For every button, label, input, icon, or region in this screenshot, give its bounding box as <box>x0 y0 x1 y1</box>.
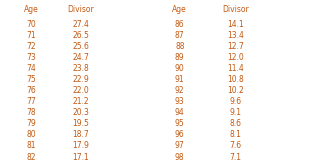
Text: 22.9: 22.9 <box>72 75 89 84</box>
Text: 97: 97 <box>175 141 185 150</box>
Text: 71: 71 <box>26 31 36 40</box>
Text: 72: 72 <box>26 42 36 51</box>
Text: 92: 92 <box>175 86 185 95</box>
Text: 22.0: 22.0 <box>72 86 89 95</box>
Text: 23.8: 23.8 <box>72 64 89 73</box>
Text: 9.1: 9.1 <box>230 108 241 117</box>
Text: 81: 81 <box>26 141 36 150</box>
Text: 88: 88 <box>175 42 184 51</box>
Text: 7.6: 7.6 <box>229 141 242 150</box>
Text: 79: 79 <box>26 119 36 128</box>
Text: 17.1: 17.1 <box>72 153 89 162</box>
Text: 9.6: 9.6 <box>229 97 242 106</box>
Text: 25.6: 25.6 <box>72 42 89 51</box>
Text: 10.2: 10.2 <box>227 86 244 95</box>
Text: 21.2: 21.2 <box>72 97 89 106</box>
Text: 90: 90 <box>175 64 185 73</box>
Text: 86: 86 <box>175 20 185 29</box>
Text: 12.0: 12.0 <box>227 53 244 62</box>
Text: 19.5: 19.5 <box>72 119 89 128</box>
Text: 95: 95 <box>175 119 185 128</box>
Text: 77: 77 <box>26 97 36 106</box>
Text: 26.5: 26.5 <box>72 31 89 40</box>
Text: 8.6: 8.6 <box>230 119 241 128</box>
Text: 76: 76 <box>26 86 36 95</box>
Text: 78: 78 <box>26 108 36 117</box>
Text: 91: 91 <box>175 75 185 84</box>
Text: Divisor: Divisor <box>222 5 249 14</box>
Text: 14.1: 14.1 <box>227 20 244 29</box>
Text: 11.4: 11.4 <box>227 64 244 73</box>
Text: 17.9: 17.9 <box>72 141 89 150</box>
Text: 74: 74 <box>26 64 36 73</box>
Text: 80: 80 <box>26 130 36 139</box>
Text: 96: 96 <box>175 130 185 139</box>
Text: 93: 93 <box>175 97 185 106</box>
Text: 87: 87 <box>175 31 185 40</box>
Text: Divisor: Divisor <box>67 5 94 14</box>
Text: 7.1: 7.1 <box>230 153 241 162</box>
Text: 94: 94 <box>175 108 185 117</box>
Text: 82: 82 <box>26 153 36 162</box>
Text: 24.7: 24.7 <box>72 53 89 62</box>
Text: 98: 98 <box>175 153 185 162</box>
Text: Age: Age <box>24 5 38 14</box>
Text: 12.7: 12.7 <box>227 42 244 51</box>
Text: 13.4: 13.4 <box>227 31 244 40</box>
Text: 75: 75 <box>26 75 36 84</box>
Text: Age: Age <box>172 5 187 14</box>
Text: 27.4: 27.4 <box>72 20 89 29</box>
Text: 8.1: 8.1 <box>230 130 241 139</box>
Text: 70: 70 <box>26 20 36 29</box>
Text: 89: 89 <box>175 53 185 62</box>
Text: 10.8: 10.8 <box>227 75 244 84</box>
Text: 20.3: 20.3 <box>72 108 89 117</box>
Text: 18.7: 18.7 <box>72 130 89 139</box>
Text: 73: 73 <box>26 53 36 62</box>
